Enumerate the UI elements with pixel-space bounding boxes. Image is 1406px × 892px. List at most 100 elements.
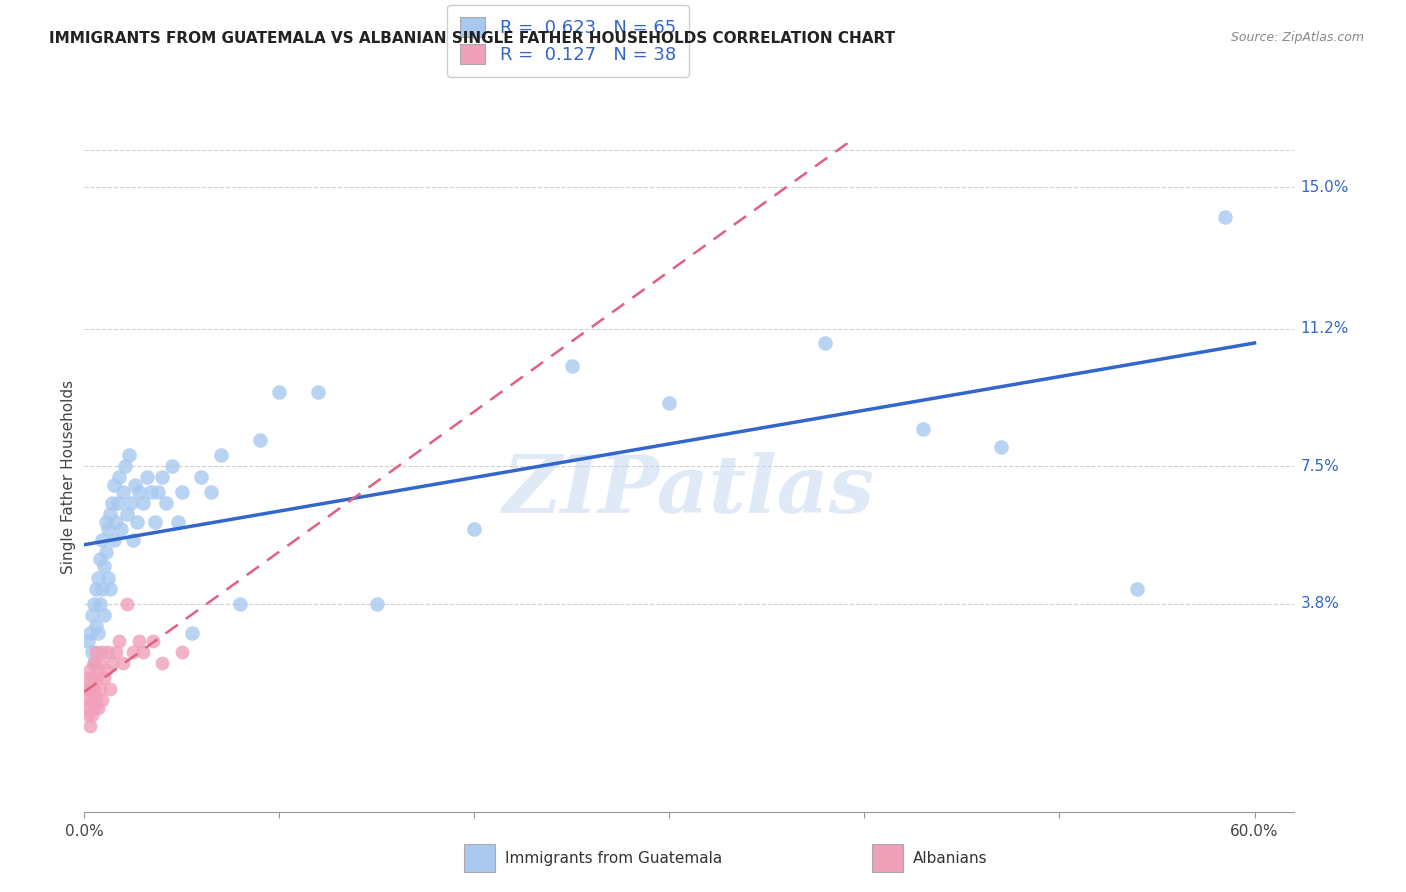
Point: [94, 664, 117, 678]
Point: [84, 619, 107, 633]
Legend: R =  0.623   N = 65, R =  0.127   N = 38: R = 0.623 N = 65, R = 0.127 N = 38: [447, 4, 689, 77]
Point: [190, 470, 212, 484]
Point: [990, 441, 1012, 455]
Point: [89, 656, 111, 670]
Point: [98, 582, 121, 596]
Point: [114, 458, 136, 473]
Point: [170, 645, 193, 659]
Text: IMMIGRANTS FROM GUATEMALA VS ALBANIAN SINGLE FATHER HOUSEHOLDS CORRELATION CHART: IMMIGRANTS FROM GUATEMALA VS ALBANIAN SI…: [49, 31, 896, 46]
Point: [150, 470, 173, 484]
Point: [93, 607, 115, 622]
Point: [110, 522, 132, 536]
Point: [98, 681, 121, 696]
Point: [89, 681, 111, 696]
Point: [87, 626, 110, 640]
Point: [125, 515, 148, 529]
Point: [112, 485, 135, 500]
Point: [84, 645, 107, 659]
Point: [269, 384, 291, 399]
Point: [87, 664, 110, 678]
Point: [104, 645, 127, 659]
Point: [107, 496, 129, 510]
Text: 11.2%: 11.2%: [1301, 321, 1348, 336]
Point: [160, 458, 183, 473]
Point: [90, 533, 112, 548]
Point: [200, 485, 222, 500]
Point: [90, 693, 112, 707]
Point: [100, 496, 122, 510]
Point: [84, 693, 107, 707]
Point: [97, 522, 120, 536]
Point: [82, 708, 104, 723]
Point: [658, 396, 681, 410]
Point: [82, 671, 104, 685]
Point: [103, 533, 125, 548]
Point: [77, 671, 100, 685]
Point: [79, 626, 101, 640]
Point: [814, 336, 837, 351]
Point: [84, 671, 107, 685]
Point: [100, 656, 122, 670]
Point: [118, 448, 141, 462]
Point: [77, 708, 100, 723]
Y-axis label: Single Father Households: Single Father Households: [60, 380, 76, 574]
Text: Source: ZipAtlas.com: Source: ZipAtlas.com: [1230, 31, 1364, 45]
Point: [117, 597, 139, 611]
Point: [132, 645, 155, 659]
Point: [79, 681, 101, 696]
Point: [89, 597, 111, 611]
Point: [150, 656, 173, 670]
Point: [120, 496, 142, 510]
Point: [124, 477, 146, 491]
Point: [143, 515, 166, 529]
Point: [155, 496, 177, 510]
Point: [77, 693, 100, 707]
Point: [83, 656, 105, 670]
Point: [117, 508, 139, 522]
Point: [94, 515, 117, 529]
Point: [83, 597, 105, 611]
Point: [77, 633, 100, 648]
Point: [93, 559, 115, 574]
Point: [128, 633, 150, 648]
Point: [142, 633, 165, 648]
Point: [180, 626, 202, 640]
Point: [84, 582, 107, 596]
Point: [108, 633, 131, 648]
Point: [87, 700, 110, 714]
Point: [103, 477, 125, 491]
Point: [128, 485, 150, 500]
Point: [561, 359, 583, 373]
Point: [167, 515, 190, 529]
Point: [366, 597, 388, 611]
Point: [104, 515, 127, 529]
Point: [79, 719, 101, 733]
Text: 15.0%: 15.0%: [1301, 180, 1348, 194]
Point: [911, 422, 934, 436]
Point: [108, 470, 131, 484]
Point: [90, 645, 112, 659]
Point: [94, 544, 117, 558]
Point: [112, 656, 135, 670]
Point: [82, 693, 104, 707]
Point: [1213, 210, 1236, 224]
Point: [97, 645, 120, 659]
Point: [87, 571, 110, 585]
Point: [83, 700, 105, 714]
Point: [229, 597, 252, 611]
Point: [89, 552, 111, 566]
Text: Immigrants from Guatemala: Immigrants from Guatemala: [505, 851, 723, 865]
Point: [249, 433, 271, 447]
Point: [139, 485, 162, 500]
Point: [82, 607, 104, 622]
Point: [307, 384, 329, 399]
Text: ZIPatlas: ZIPatlas: [503, 452, 875, 529]
Point: [170, 485, 193, 500]
Text: Albanians: Albanians: [912, 851, 987, 865]
Point: [97, 571, 120, 585]
Point: [1126, 582, 1149, 596]
Point: [209, 448, 232, 462]
Point: [135, 470, 157, 484]
Point: [148, 485, 170, 500]
Point: [122, 645, 145, 659]
